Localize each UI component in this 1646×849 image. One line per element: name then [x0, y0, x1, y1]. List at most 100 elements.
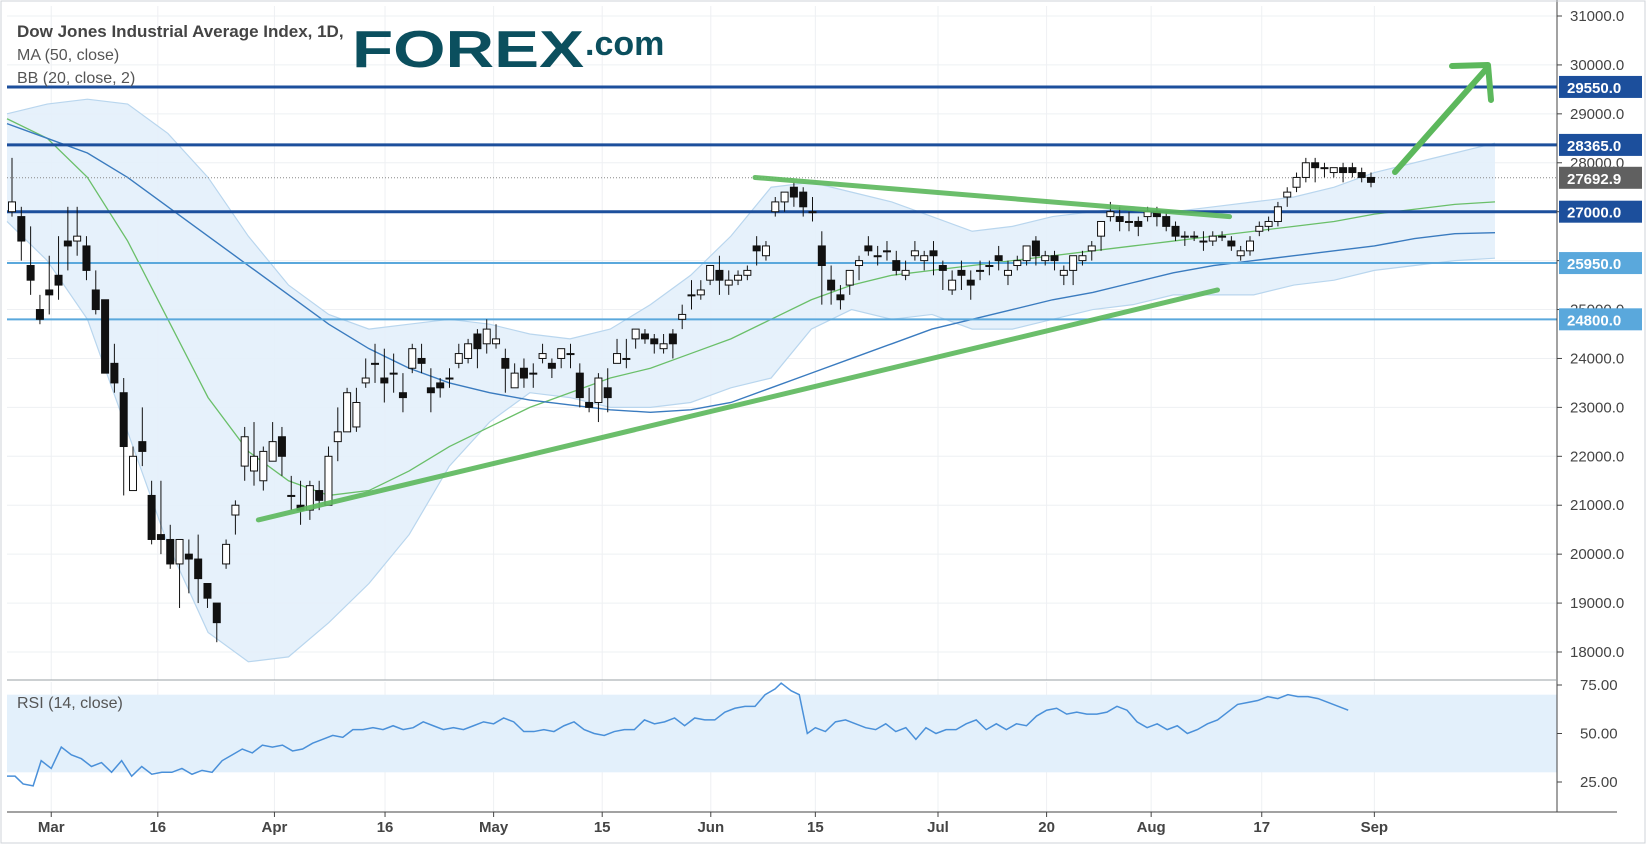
candle: [1124, 211, 1133, 232]
candle: [166, 524, 175, 569]
candle: [855, 255, 864, 281]
price-tick-label: 21000.0: [1570, 497, 1624, 514]
candle-body: [734, 274, 743, 281]
candle: [836, 285, 845, 310]
candle-body: [1069, 255, 1078, 271]
candle-body: [1227, 240, 1236, 247]
candle: [1227, 236, 1236, 251]
candle: [259, 446, 268, 491]
rsi-band-fill: [7, 694, 1557, 773]
candle: [352, 387, 361, 432]
candle: [101, 299, 110, 374]
candle-body: [380, 377, 389, 384]
candle-body: [352, 401, 361, 428]
candle-body: [184, 553, 193, 560]
level-badge: [1559, 308, 1642, 331]
candle: [194, 534, 203, 604]
candle: [678, 304, 687, 330]
candle-body: [166, 538, 175, 565]
rsi-line: [7, 682, 1349, 787]
candle-body: [361, 377, 370, 384]
rsi-line: [7, 682, 1349, 787]
candle-body: [1264, 220, 1273, 227]
candle-body: [743, 269, 752, 276]
price-tick-label: 31000.0: [1570, 8, 1624, 25]
candle-body: [1078, 255, 1087, 262]
candle: [1329, 167, 1338, 178]
candle: [771, 197, 780, 217]
moving-average: [6, 122, 1496, 413]
candle-body: [659, 343, 668, 350]
candle-body: [1199, 240, 1208, 243]
candle: [1311, 157, 1320, 183]
candle: [873, 245, 882, 266]
candle: [389, 353, 398, 393]
candle-body: [194, 558, 203, 580]
candle-body: [454, 353, 463, 364]
candle-body: [929, 250, 938, 257]
candle: [1320, 162, 1329, 178]
candle: [175, 538, 184, 608]
candle: [454, 343, 463, 369]
candle-body: [873, 255, 882, 258]
candle-body: [473, 333, 482, 350]
candle-body: [547, 362, 556, 369]
candle-body: [82, 245, 91, 271]
candle-body: [1190, 235, 1199, 238]
candle: [1180, 231, 1189, 246]
candle-body: [994, 255, 1003, 262]
candle-body: [836, 294, 845, 301]
candle-body: [901, 269, 910, 276]
candle-body: [575, 372, 584, 399]
candle-body: [864, 245, 873, 252]
candle-body: [771, 201, 780, 213]
candle-body: [613, 353, 622, 364]
candle-body: [315, 490, 324, 501]
candle-body: [371, 362, 380, 365]
candle-body: [240, 436, 249, 467]
candle: [780, 191, 789, 212]
candle-body: [268, 441, 277, 462]
candle: [538, 343, 547, 364]
candle-body: [129, 455, 138, 492]
candle: [129, 446, 138, 492]
candle-body: [119, 392, 128, 448]
trendlines: [255, 174, 1233, 523]
candle-body: [808, 211, 817, 214]
candle-body: [855, 260, 864, 267]
candle-body: [91, 289, 100, 311]
candle: [1357, 167, 1366, 183]
time-tick-label: Jul: [927, 819, 949, 836]
candle: [668, 329, 677, 359]
candle-body: [343, 392, 352, 433]
candle: [566, 343, 575, 369]
candle: [957, 260, 966, 290]
candle-body: [1180, 235, 1189, 238]
candle: [1031, 236, 1040, 266]
candle: [501, 348, 510, 393]
candle-body: [910, 250, 919, 257]
candle-body: [1311, 162, 1320, 169]
candle: [650, 334, 659, 354]
candle: [17, 206, 26, 261]
last-price-badge: [1559, 166, 1642, 189]
price-tick-label: 18000.0: [1570, 644, 1624, 661]
candle-body: [594, 377, 603, 403]
candle-body: [1106, 211, 1115, 218]
candle: [63, 206, 72, 271]
candle: [1339, 162, 1348, 183]
candle: [45, 255, 54, 315]
candle-body: [715, 269, 724, 281]
candle-body: [976, 269, 985, 272]
candle: [1134, 216, 1143, 237]
candle-body: [1357, 172, 1366, 178]
candle: [613, 338, 622, 364]
candle: [920, 250, 929, 271]
candle-body: [17, 216, 26, 242]
candle: [659, 334, 668, 354]
candle-body: [631, 328, 640, 340]
candle-body: [966, 279, 975, 286]
candle-body: [650, 338, 659, 345]
candle-body: [1031, 240, 1040, 257]
